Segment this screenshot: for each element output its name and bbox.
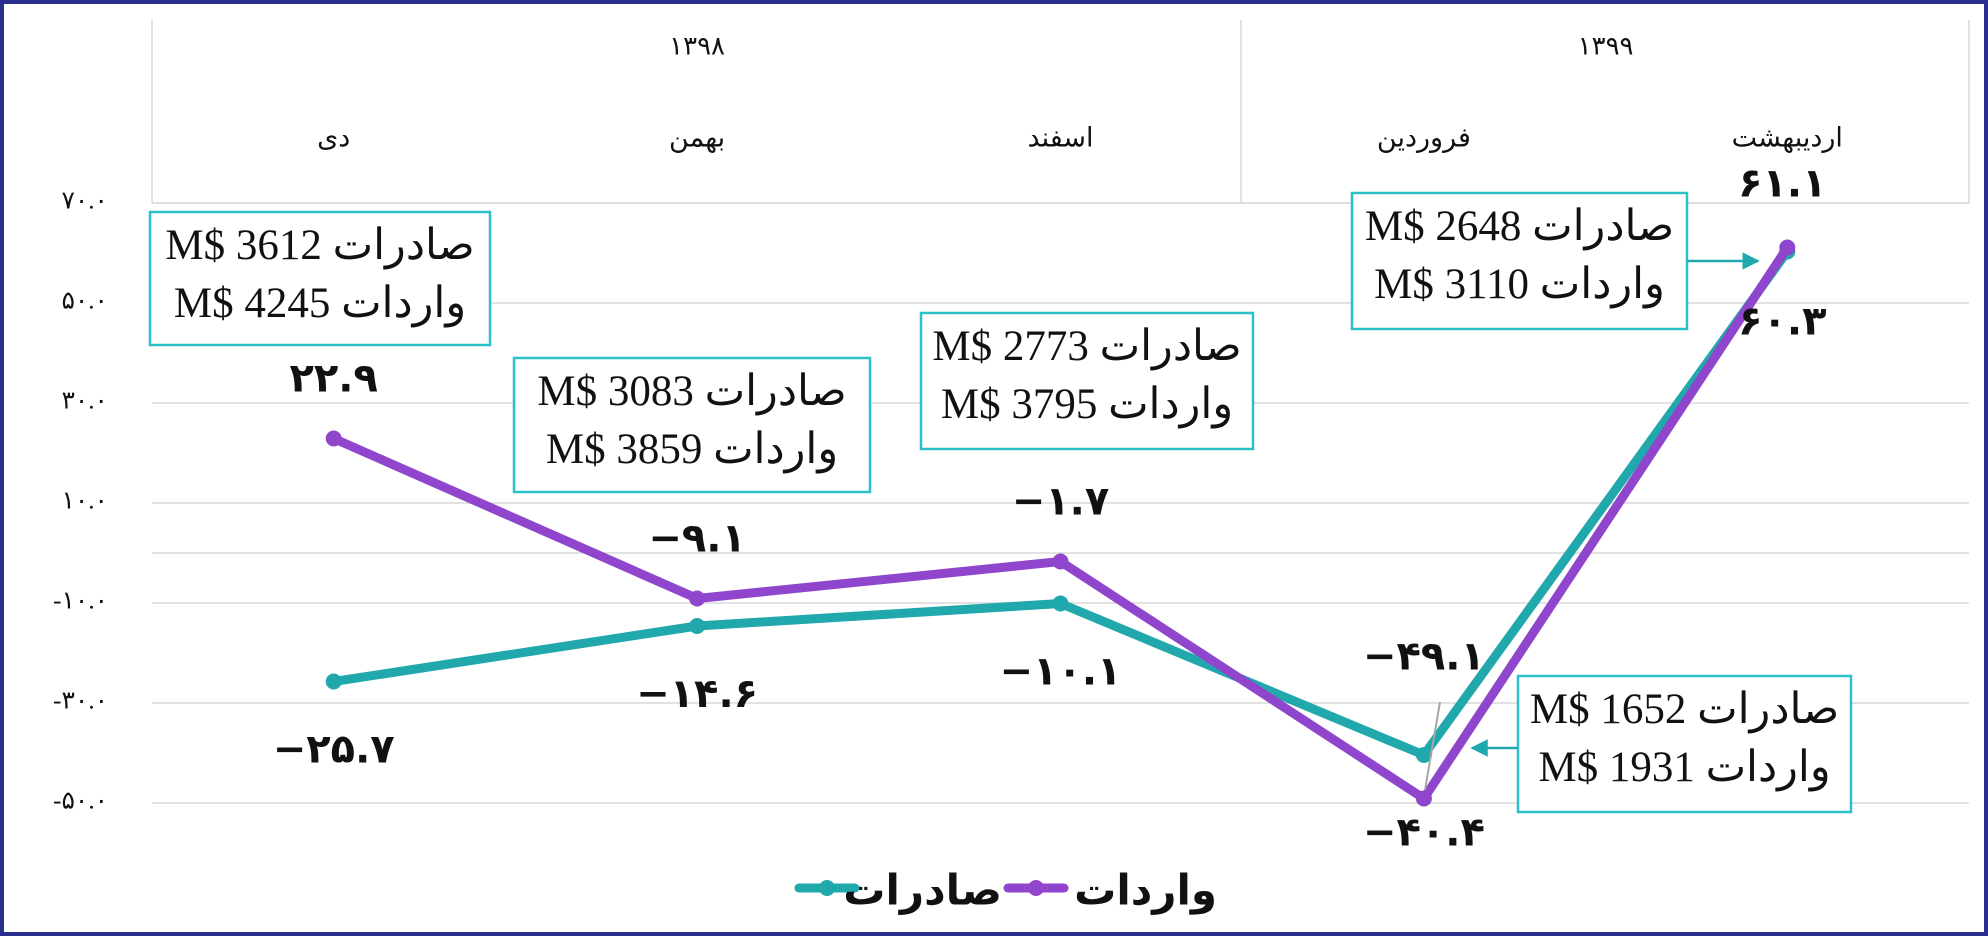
point	[689, 590, 706, 607]
data-label: ۲۲.۹	[289, 356, 377, 402]
data-label: ۶۱.۱	[1738, 161, 1826, 207]
point	[1415, 747, 1432, 763]
x-tick-label: فروردین	[1377, 123, 1471, 154]
x-tick-label: اردیبهشت	[1732, 123, 1843, 154]
y-tick-label: -۳۰.۰	[53, 688, 108, 715]
data-label: −۹.۱	[648, 516, 746, 562]
annotation-box	[512, 356, 872, 494]
year-label: ۱۳۹۸	[669, 32, 725, 62]
y-tick-label: -۱۰.۰	[53, 588, 108, 615]
y-tick-label: ۵۰.۰	[61, 288, 108, 315]
year-label: ۱۳۹۹	[1578, 32, 1634, 62]
annotation-box	[148, 210, 492, 347]
point	[1779, 239, 1796, 256]
annotation-text: M$ 3795 واردات	[941, 381, 1233, 429]
leader-line	[1424, 701, 1441, 791]
legend-label: صادرات	[843, 866, 1002, 915]
point	[1415, 790, 1432, 807]
annotation-text: M$ 1652 صادرات	[1530, 686, 1839, 734]
legend-dot	[1028, 880, 1044, 896]
annotation-text: M$ 4245 واردات	[174, 280, 466, 328]
annotation-text: M$ 2773 صادرات	[932, 323, 1241, 371]
legend-label: واردات	[1074, 866, 1217, 916]
data-label: −۴۰.۴	[1363, 810, 1485, 856]
annotation-text: M$ 1931 واردات	[1538, 744, 1830, 792]
data-label: −۱۴.۶	[636, 671, 758, 717]
legend-dot	[819, 880, 835, 896]
y-tick-label: -۵۰.۰	[53, 788, 108, 815]
annotation-text: M$ 3110 واردات	[1374, 261, 1665, 309]
y-tick-label: ۳۰.۰	[61, 388, 108, 415]
data-label: −۴۹.۱	[1363, 634, 1485, 680]
point	[325, 673, 342, 690]
x-tick-label: اسفند	[1027, 123, 1093, 154]
data-label: −۱۰.۱	[1000, 649, 1122, 695]
annotation-box	[1516, 674, 1853, 814]
y-tick-label: ۷۰.۰	[61, 188, 108, 215]
point	[1052, 595, 1069, 612]
annotation-box	[1350, 191, 1689, 331]
x-tick-label: دی	[317, 123, 350, 154]
x-tick-label: بهمن	[669, 123, 725, 154]
data-label: −۱.۷	[1012, 479, 1110, 525]
data-label: ۶۰.۳	[1738, 299, 1826, 345]
point	[325, 430, 342, 447]
annotation-text: M$ 3859 واردات	[546, 426, 838, 474]
annotation-text: M$ 2648 صادرات	[1365, 203, 1674, 251]
point	[689, 618, 706, 634]
y-tick-label: ۱۰.۰	[61, 488, 108, 515]
data-label: −۲۵.۷	[273, 727, 395, 773]
annotation-text: M$ 3083 صادرات	[537, 368, 846, 416]
annotation-box	[919, 311, 1255, 451]
point	[1052, 553, 1069, 570]
annotation-text: M$ 3612 صادرات	[165, 222, 474, 270]
